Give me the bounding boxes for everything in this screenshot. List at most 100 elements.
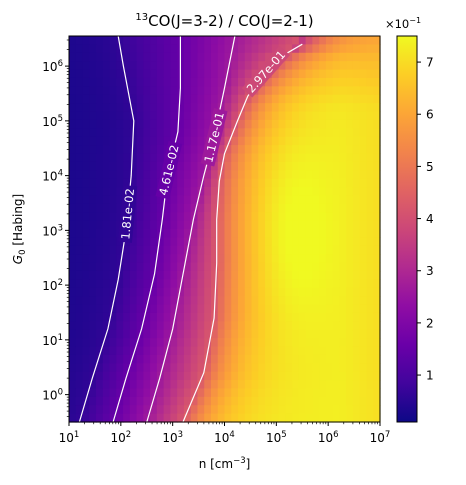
heatmap-cell [366, 405, 374, 415]
heatmap-cell [325, 178, 334, 188]
heatmap-cell [210, 170, 219, 180]
heatmap-cell [359, 270, 368, 280]
heatmap-cell [204, 321, 212, 331]
heatmap-cell [116, 287, 124, 297]
heatmap-cell [352, 69, 361, 79]
heatmap-cell [359, 195, 368, 205]
heatmap-cell [170, 388, 178, 398]
heatmap-cell [69, 229, 77, 238]
heatmap-cell [244, 380, 253, 390]
heatmap-cell [325, 94, 334, 104]
heatmap-cell [258, 346, 266, 356]
heatmap-cell [319, 153, 327, 163]
heatmap-cell [217, 254, 226, 264]
heatmap-cell [278, 304, 286, 314]
heatmap-cell [258, 371, 266, 381]
heatmap-cell [177, 396, 185, 406]
heatmap-cell [129, 61, 138, 71]
heatmap-cell [210, 405, 219, 415]
heatmap-cell [96, 279, 104, 289]
heatmap-cell [116, 187, 124, 197]
heatmap-cell [359, 69, 368, 79]
heatmap-cell [204, 61, 212, 71]
heatmap-cell [183, 396, 192, 406]
heatmap-cell [204, 119, 212, 129]
heatmap-cell [292, 153, 300, 163]
heatmap-cell [197, 413, 205, 423]
heatmap-cell [116, 203, 124, 213]
heatmap-cell [339, 161, 347, 171]
heatmap-cell [116, 145, 124, 155]
heatmap-cell [278, 279, 286, 289]
heatmap-cell [373, 69, 381, 79]
heatmap-cell [238, 304, 246, 314]
heatmap-cell [373, 145, 381, 155]
heatmap-cell [238, 262, 246, 272]
heatmap-cell [366, 145, 374, 155]
heatmap-cell [332, 220, 341, 230]
heatmap-cell [271, 77, 280, 87]
heatmap-cell [285, 161, 293, 171]
heatmap-cell [163, 262, 172, 272]
heatmap-cell [96, 203, 104, 213]
heatmap-cell [217, 52, 226, 62]
heatmap-cell [197, 94, 205, 104]
heatmap-cell [373, 245, 381, 255]
heatmap-cell [244, 245, 253, 255]
heatmap-cell [82, 312, 90, 322]
heatmap-cell [251, 229, 259, 238]
heatmap-cell [150, 187, 158, 197]
heatmap-cell [143, 371, 151, 381]
heatmap-cell [183, 69, 192, 79]
heatmap-cell [177, 136, 185, 146]
heatmap-cell [278, 396, 286, 406]
heatmap-cell [319, 262, 327, 272]
heatmap-cell [190, 312, 199, 322]
heatmap-cell [251, 262, 259, 272]
heatmap-cell [69, 178, 77, 188]
heatmap-cell [217, 161, 226, 171]
heatmap-cell [197, 153, 205, 163]
heatmap-cell [190, 119, 199, 129]
heatmap-cell [150, 346, 158, 356]
heatmap-cell [210, 229, 219, 238]
heatmap-cell [305, 94, 313, 104]
heatmap-cell [285, 338, 293, 348]
heatmap-cell [373, 128, 381, 138]
heatmap-cell [75, 161, 84, 171]
heatmap-cell [312, 413, 320, 423]
heatmap-cell [210, 94, 219, 104]
heatmap-cell [366, 111, 374, 121]
heatmap-cell [116, 61, 124, 71]
heatmap-cell [305, 321, 313, 331]
heatmap-cell [366, 77, 374, 87]
heatmap-cell [69, 354, 77, 364]
heatmap-cell [210, 69, 219, 79]
heatmap-cell [238, 128, 246, 138]
heatmap-cell [89, 136, 97, 146]
heatmap-cell [183, 296, 192, 306]
heatmap-cell [359, 36, 368, 45]
heatmap-cell [82, 279, 90, 289]
heatmap-cell [177, 153, 185, 163]
heatmap-cell [359, 229, 368, 238]
heatmap-cell [150, 388, 158, 398]
heatmap-cell [69, 346, 77, 356]
heatmap-cell [183, 119, 192, 129]
heatmap-cell [75, 195, 84, 205]
heatmap-cell [116, 388, 124, 398]
heatmap-cell [177, 229, 185, 238]
heatmap-cell [265, 363, 273, 373]
heatmap-cell [373, 254, 381, 264]
heatmap-cell [346, 363, 354, 373]
heatmap-cell [136, 346, 144, 356]
heatmap-cell [366, 212, 374, 222]
heatmap-cell [319, 44, 327, 54]
heatmap-cell [136, 229, 144, 238]
heatmap-cell [339, 296, 347, 306]
heatmap-cell [231, 52, 239, 62]
heatmap-cell [75, 245, 84, 255]
heatmap-cell [298, 363, 307, 373]
heatmap-cell [197, 287, 205, 297]
heatmap-cell [346, 86, 354, 96]
